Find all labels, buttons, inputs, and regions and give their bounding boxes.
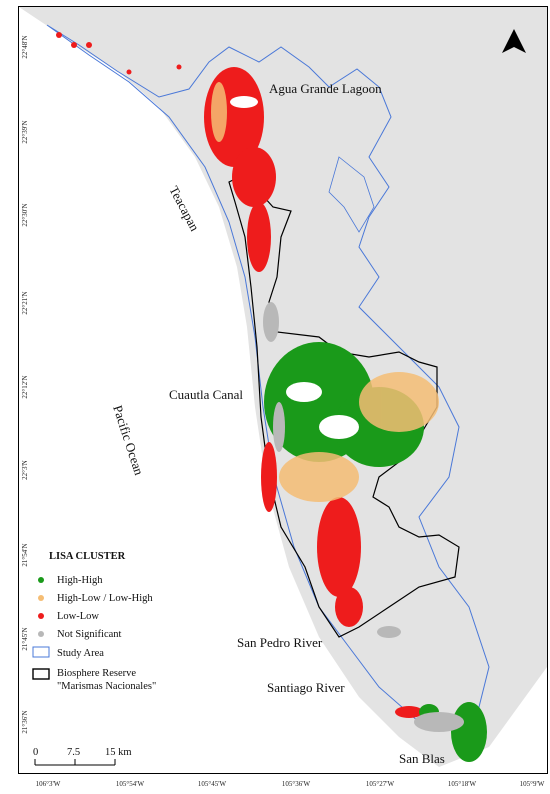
lon-tick-label: 105°27'W xyxy=(366,780,395,788)
map-canvas: Agua Grande Lagoon Teacapan Cuautla Cana… xyxy=(19,7,547,767)
label-santiago: Santiago River xyxy=(267,680,345,695)
label-agua-grande: Agua Grande Lagoon xyxy=(269,81,382,96)
lagoon-outline xyxy=(328,156,375,233)
label-san-blas: San Blas xyxy=(399,751,445,766)
label-cuautla: Cuautla Canal xyxy=(169,387,243,402)
legend-label-low-low: Low-Low xyxy=(57,611,99,622)
cluster-high-low xyxy=(211,82,439,502)
lon-tick-label: 105°9'W xyxy=(520,780,545,788)
lon-tick-label: 105°54'W xyxy=(116,780,145,788)
lat-tick-label: 21°36'N xyxy=(21,710,29,733)
legend: LISA CLUSTER High-High High-Low / Low-Hi… xyxy=(32,551,156,692)
legend-label-not-significant: Not Significant xyxy=(57,629,122,640)
scale-tick-1: 7.5 xyxy=(67,747,80,758)
legend-title: LISA CLUSTER xyxy=(49,551,126,562)
lon-tick-label: 106°3'W xyxy=(36,780,61,788)
label-san-pedro: San Pedro River xyxy=(237,635,323,650)
lon-tick-label: 105°45'W xyxy=(198,780,227,788)
lat-tick-label: 22°21'N xyxy=(21,291,29,314)
legend-label-biosphere-2: "Marismas Nacionales" xyxy=(57,681,156,692)
lat-tick-label: 21°54'N xyxy=(21,543,29,566)
legend-swatch-study-area xyxy=(32,646,50,658)
legend-swatch-not-significant xyxy=(38,631,44,637)
north-arrow-icon xyxy=(502,29,526,53)
longitude-ticks: 106°3'W 105°54'W 105°45'W 105°36'W 105°27'W 1… xyxy=(36,780,545,788)
legend-swatch-biosphere xyxy=(32,668,50,680)
lat-tick-label: 22°30'N xyxy=(21,203,29,226)
legend-swatch-low-low xyxy=(38,613,44,619)
map-frame: Agua Grande Lagoon Teacapan Cuautla Cana… xyxy=(18,6,548,774)
lagoon-water xyxy=(230,96,359,439)
lat-tick-label: 22°48'N xyxy=(21,35,29,58)
legend-swatch-high-high xyxy=(38,577,44,583)
latitude-ticks: 22°48'N 22°39'N 22°30'N 22°21'N 22°12'N 22°3'… xyxy=(21,35,29,733)
legend-label-high-high: High-High xyxy=(57,575,103,586)
legend-label-biosphere: Biosphere Reserve xyxy=(57,668,136,679)
lat-tick-label: 21°45'N xyxy=(21,627,29,650)
lon-tick-label: 105°36'W xyxy=(282,780,311,788)
lon-tick-label: 105°18'W xyxy=(448,780,477,788)
lat-tick-label: 22°39'N xyxy=(21,120,29,143)
legend-swatch-high-low xyxy=(38,595,44,601)
cluster-not-significant xyxy=(263,302,464,732)
label-pacific: Pacific Ocean xyxy=(110,403,147,477)
scale-bar: 0 7.5 15 km xyxy=(33,747,132,766)
lat-tick-label: 22°12'N xyxy=(21,375,29,398)
legend-label-study-area: Study Area xyxy=(57,648,104,659)
legend-label-high-low: High-Low / Low-High xyxy=(57,593,153,604)
label-teacapan: Teacapan xyxy=(166,183,202,234)
scale-tick-0: 0 xyxy=(33,747,38,758)
biosphere-reserve-outline xyxy=(228,176,460,638)
lat-tick-label: 22°3'N xyxy=(21,460,29,480)
scale-tick-2: 15 km xyxy=(105,747,132,758)
